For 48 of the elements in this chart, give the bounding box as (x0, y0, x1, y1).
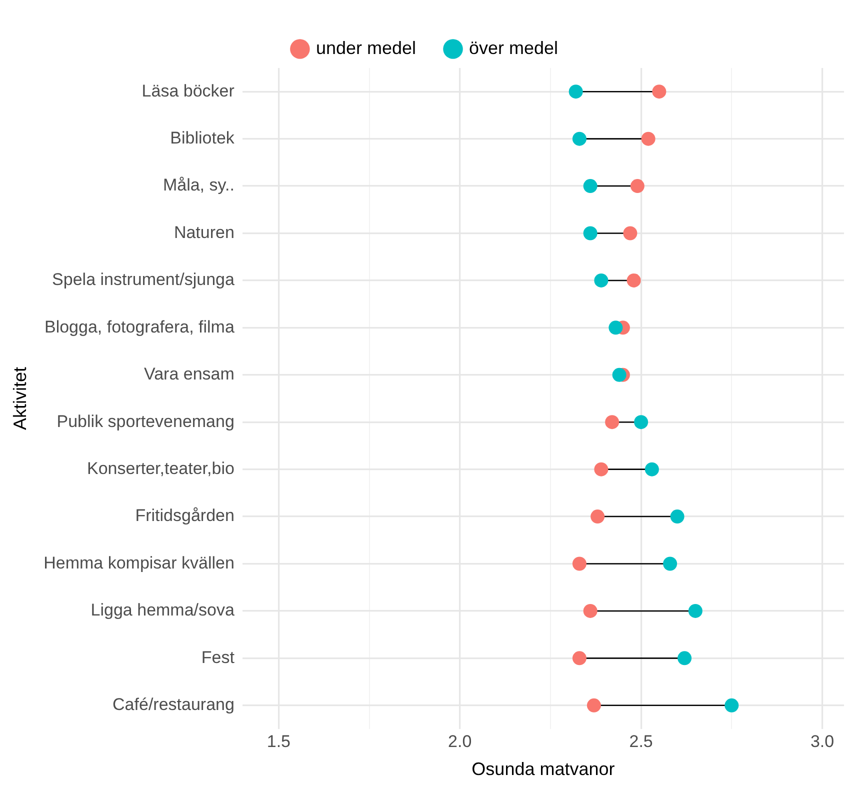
point (594, 462, 608, 476)
point (608, 320, 623, 335)
y-tick-label: Bibliotek (170, 128, 235, 148)
y-tick-label: Spela instrument/sjunga (52, 270, 235, 290)
point (572, 132, 586, 146)
x-tick-label: 3.0 (810, 732, 834, 751)
point (623, 226, 638, 240)
point (688, 604, 702, 618)
point (663, 556, 678, 571)
point (583, 226, 598, 240)
point (605, 415, 620, 430)
y-tick-label: Fest (201, 648, 235, 667)
x-tick-label: 1.5 (266, 732, 290, 751)
y-axis-title: Aktivitet (10, 366, 30, 430)
point (724, 698, 739, 712)
point (634, 415, 648, 430)
point (572, 651, 586, 666)
y-tick-label: Naturen (174, 222, 234, 242)
x-tick-label: 2.5 (629, 732, 653, 751)
legend-label: över medel (469, 38, 558, 58)
point (590, 510, 605, 524)
point (568, 84, 583, 99)
point (586, 698, 601, 712)
x-axis-title: Osunda matvanor (472, 759, 615, 780)
y-tick-label: Ligga hemma/sova (90, 600, 235, 620)
point (583, 179, 598, 194)
y-tick-label: Läsa böcker (142, 81, 235, 100)
point (594, 273, 608, 288)
point (678, 651, 692, 666)
point (612, 368, 626, 382)
point (644, 462, 659, 476)
y-tick-label: Publik sportevenemang (56, 412, 234, 431)
y-tick-label: Vara ensam (144, 364, 234, 384)
y-tick-label: Måla, sy.. (162, 176, 234, 195)
y-tick-label: Blogga, fotografera, filma (44, 317, 235, 336)
point (626, 273, 641, 288)
x-tick-label: 2.0 (448, 732, 472, 751)
point (583, 604, 598, 618)
point (652, 84, 666, 99)
y-tick-label: Café/restaurang (112, 695, 234, 714)
point (630, 179, 644, 194)
point (572, 556, 586, 571)
point (670, 510, 684, 524)
point (641, 132, 656, 146)
y-tick-label: Hemma kompisar kvällen (44, 553, 234, 572)
legend-label: under medel (316, 38, 416, 58)
y-tick-label: Konserter,teater,bio (86, 459, 234, 478)
y-tick-label: Fritidsgården (135, 506, 234, 526)
